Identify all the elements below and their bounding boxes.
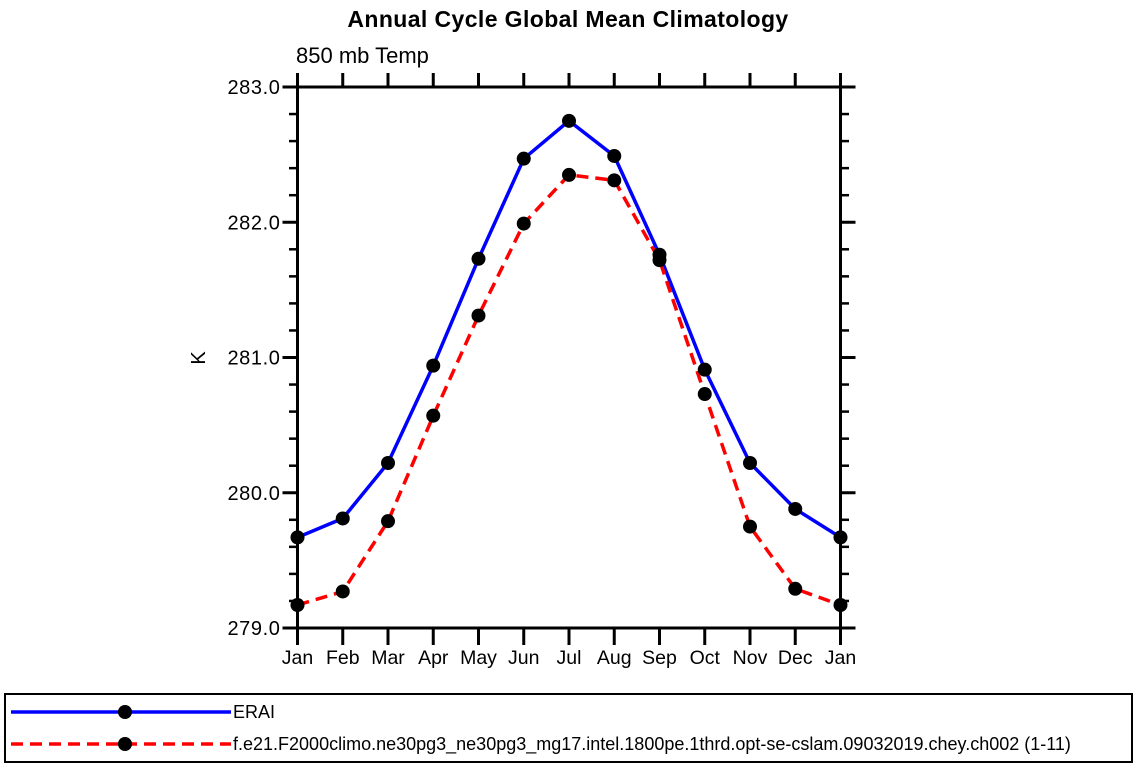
x-tick-label: Jul [557,647,582,669]
x-tick-label: Mar [371,647,405,669]
x-tick-label: Sep [642,647,677,669]
data-point-marker [381,514,395,529]
data-point-marker [833,598,848,613]
x-tick-label: Apr [418,647,449,669]
y-tick-label: 281.0 [227,348,280,370]
data-point-marker [426,408,441,423]
y-tick-label: 279.0 [227,618,280,640]
data-point-marker [426,358,441,373]
legend-line-sample-erai [11,705,231,719]
data-point-marker [788,581,803,596]
data-point-marker [290,598,305,613]
x-tick-label: Jan [825,647,856,669]
data-point-marker [743,519,757,534]
data-point-marker [652,253,667,268]
x-tick-label: Nov [733,647,768,669]
data-point-marker [335,511,350,526]
data-point-marker [607,173,622,188]
y-tick-label: 283.0 [227,77,280,99]
data-point-marker [335,584,350,599]
data-point-marker [471,308,486,323]
chart-subtitle: 850 mb Temp [296,43,429,68]
data-point-marker [607,148,622,163]
chart-title: Annual Cycle Global Mean Climatology [347,6,788,32]
x-tick-label: Feb [326,647,360,669]
data-point-marker [516,216,531,231]
x-tick-label: Aug [597,647,632,669]
x-tick-label: Jan [282,647,313,669]
data-point-marker [788,501,803,516]
x-tick-label: May [460,647,497,669]
data-point-marker [743,455,757,470]
x-tick-label: Oct [690,647,721,669]
data-point-marker [697,362,712,377]
data-point-marker [290,530,305,545]
data-point-marker [562,167,576,182]
data-point-marker [697,387,712,402]
legend-item-model: f.e21.F2000climo.ne30pg3_ne30pg3_mg17.in… [9,729,1131,760]
y-tick-label: 280.0 [227,483,280,505]
series-line-0 [296,118,842,540]
y-axis-label: K [188,351,210,365]
annual-cycle-chart: Annual Cycle Global Mean Climatology 850… [188,6,856,669]
plot-area: 279.0 280.0 281.0 282.0 283.0 Jan Feb Mar Apr May… [227,73,856,669]
legend-label-model: f.e21.F2000climo.ne30pg3_ne30pg3_mg17.in… [233,733,1071,754]
data-point-marker [562,113,576,128]
data-point-marker [471,251,486,266]
data-point-marker [833,530,848,545]
x-tick-label: Jun [508,647,539,669]
series-line-1 [297,173,842,607]
y-tick-label: 282.0 [227,212,280,234]
legend-box: ERAI f.e21.F2000climo.ne30pg3_ne30pg3_mg… [4,693,1133,763]
x-tick-label: Dec [778,647,813,669]
legend-label-erai: ERAI [233,701,276,722]
legend-line-sample-model [11,737,231,751]
data-point-marker [516,151,531,166]
legend-item-erai: ERAI [9,697,1131,728]
data-point-marker [381,455,395,470]
